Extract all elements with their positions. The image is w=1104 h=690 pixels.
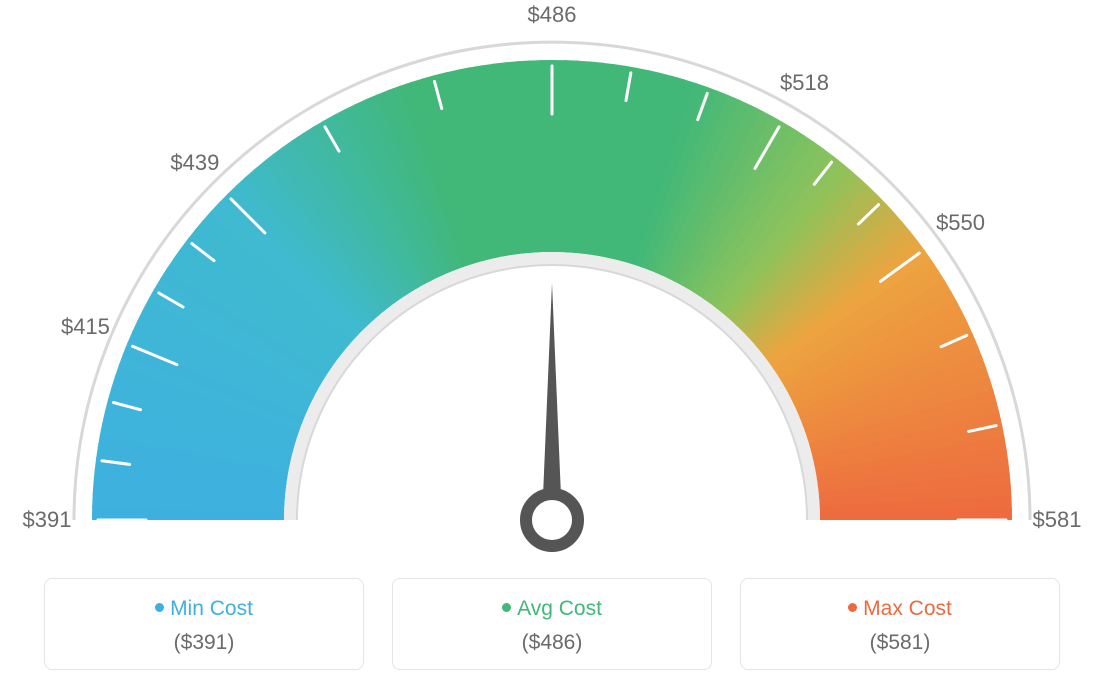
legend-min-title-text: Min Cost <box>170 597 253 620</box>
legend-max-box: Max Cost ($581) <box>740 578 1060 670</box>
legend-avg-title: Avg Cost <box>403 597 701 621</box>
gauge-tick-label: $391 <box>23 507 72 533</box>
legend-avg-title-text: Avg Cost <box>517 597 602 620</box>
legend-max-value: ($581) <box>751 631 1049 655</box>
legend-min-dot-icon <box>155 603 164 612</box>
gauge-tick-label: $550 <box>936 210 985 236</box>
legend-min-title: Min Cost <box>55 597 353 621</box>
legend-avg-dot-icon <box>502 603 511 612</box>
gauge-svg <box>0 0 1104 560</box>
gauge-tick-label: $518 <box>780 70 829 96</box>
legend-avg-value: ($486) <box>403 631 701 655</box>
legend-avg-box: Avg Cost ($486) <box>392 578 712 670</box>
gauge-tick-label: $581 <box>1033 507 1082 533</box>
gauge-tick-label: $415 <box>61 314 110 340</box>
gauge-tick-label: $486 <box>528 2 577 28</box>
legend-max-dot-icon <box>848 603 857 612</box>
legend-row: Min Cost ($391) Avg Cost ($486) Max Cost… <box>0 578 1104 670</box>
legend-min-value: ($391) <box>55 631 353 655</box>
legend-min-box: Min Cost ($391) <box>44 578 364 670</box>
cost-gauge: $391 $415 $439 $486 $518 $550 $581 <box>0 0 1104 560</box>
gauge-tick-label: $439 <box>170 150 219 176</box>
legend-max-title: Max Cost <box>751 597 1049 621</box>
legend-max-title-text: Max Cost <box>863 597 952 620</box>
